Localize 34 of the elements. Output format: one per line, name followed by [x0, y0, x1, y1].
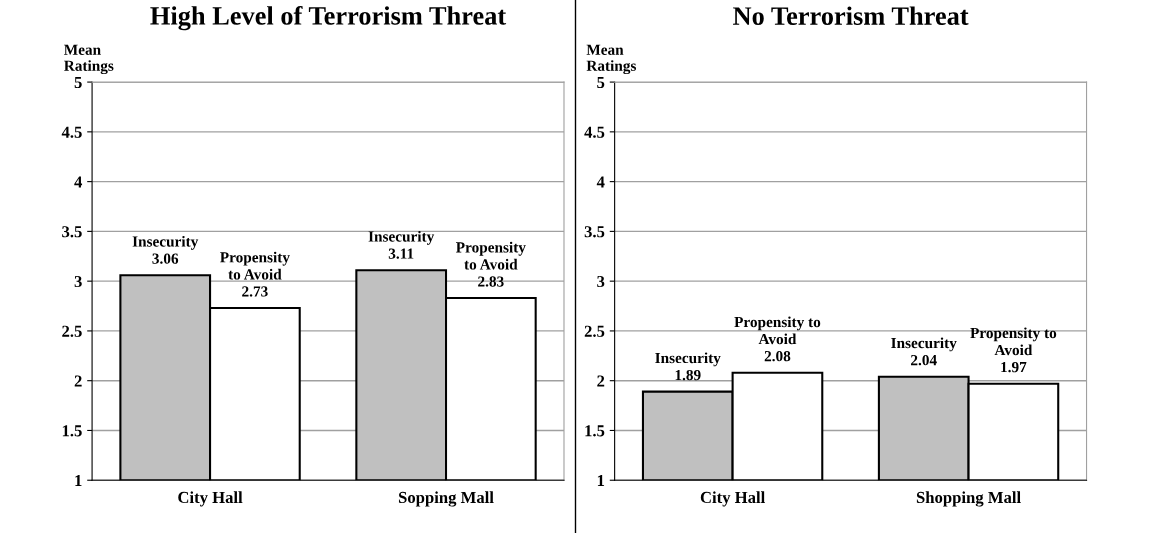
data-label: Propensity to Avoid 2.73 [220, 251, 290, 297]
data-label: Propensity to Avoid 2.83 [456, 241, 526, 287]
chart-title: High Level of Terrorism Threat [150, 5, 507, 31]
y-tick-label: 3 [74, 275, 82, 288]
data-label: Propensity to Avoid 2.08 [734, 316, 821, 362]
y-tick-label: 2 [74, 375, 82, 387]
y-tick-label: 3 [597, 275, 605, 288]
y-tick-label: 1.5 [62, 425, 82, 437]
y-axis-title: Mean Ratings [64, 44, 114, 75]
y-tick-label: 2.5 [584, 325, 605, 337]
y-tick-label: 2 [597, 375, 605, 387]
y-tick-label: 5 [74, 76, 82, 89]
data-label: Insecurity 3.11 [368, 230, 435, 259]
data-label: Propensity to Avoid 1.97 [970, 327, 1057, 373]
y-tick-label: 2.5 [62, 325, 82, 337]
y-tick-label: 1 [597, 475, 605, 487]
y-tick-label: 1.5 [585, 425, 605, 437]
x-tick-label: City Hall [700, 491, 765, 507]
y-axis-title: Mean Ratings [586, 44, 637, 75]
y-tick-label: 3.5 [62, 226, 82, 238]
data-label: Insecurity 3.06 [132, 235, 199, 264]
chart-title: No Terrorism Threat [733, 6, 969, 25]
y-tick-label: 1 [75, 475, 82, 487]
data-label: Insecurity 1.89 [655, 352, 721, 381]
y-tick-label: 5 [597, 76, 605, 89]
y-tick-label: 4 [596, 176, 605, 188]
x-tick-label: Sopping Mall [398, 491, 494, 507]
y-tick-label: 4.5 [584, 126, 605, 138]
data-label: Insecurity 2.04 [891, 337, 957, 366]
y-tick-label: 4.5 [61, 126, 82, 138]
x-tick-label: Shopping Mall [916, 491, 1021, 507]
x-tick-label: City Hall [178, 491, 243, 507]
y-tick-label: 3.5 [584, 226, 605, 238]
y-tick-label: 4 [74, 176, 83, 188]
